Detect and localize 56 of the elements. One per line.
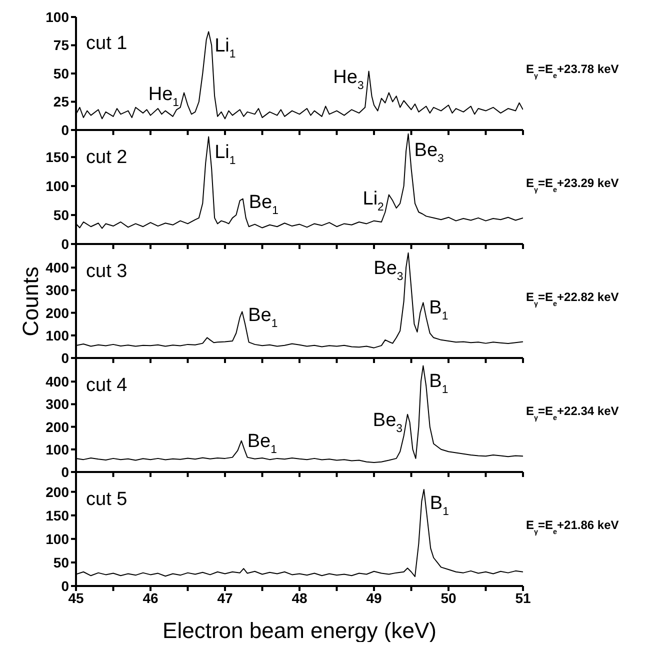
annotation: cut 3 <box>86 261 128 282</box>
y-tick-label: 0 <box>61 122 70 138</box>
y-tick-label: 0 <box>61 578 70 594</box>
y-tick-label: 75 <box>53 37 70 54</box>
x-tick-label: 51 <box>515 590 531 606</box>
y-tick-label: 100 <box>46 327 70 344</box>
annotation: He$_{1}$ <box>148 84 180 110</box>
annotation: cut 5 <box>86 489 128 510</box>
text: E$_{γ}$=E$_{e}$+22.82 keV <box>526 290 619 308</box>
y-tick-label: 0 <box>61 464 70 480</box>
text: E$_{γ}$=E$_{e}$+22.34 keV <box>526 404 619 422</box>
annotation: B$_{1}$ <box>429 298 448 323</box>
y-tick-label: 300 <box>46 396 70 412</box>
text: E$_{γ}$=E$_{e}$+23.78 keV <box>526 62 619 80</box>
y-tick-label: 200 <box>46 418 70 435</box>
annotation: cut 4 <box>86 375 128 396</box>
y-tick-label: 400 <box>46 260 70 276</box>
annotation: Be$_{1}$ <box>248 304 278 330</box>
x-tick-label: 46 <box>142 590 158 606</box>
y-tick-label: 300 <box>46 282 70 298</box>
annotation: Be$_{3}$ <box>374 258 404 283</box>
annotation: Li$_{1}$ <box>214 142 236 168</box>
y-tick-label: 200 <box>46 484 70 500</box>
y-tick-label: 25 <box>53 94 70 110</box>
x-tick-label: 48 <box>292 590 308 606</box>
x-tick-label: 50 <box>440 590 456 606</box>
y-tick-label: 50 <box>53 554 70 570</box>
x-tick-label: 45 <box>68 590 84 606</box>
annotation: Be$_{3}$ <box>414 140 444 165</box>
annotation: Li$_{2}$ <box>362 188 384 214</box>
text: E$_{γ}$=E$_{e}$+21.86 keV <box>526 518 619 536</box>
annotation: cut 2 <box>86 147 128 168</box>
annotation: Be$_{1}$ <box>248 192 278 217</box>
y-tick-label: 100 <box>46 178 70 194</box>
annotation: cut 1 <box>86 33 128 54</box>
y-tick-label: 400 <box>46 374 70 390</box>
y-tick-label: 150 <box>46 149 70 166</box>
y-tick-label: 50 <box>53 65 70 82</box>
y-tick-label: 200 <box>46 304 70 321</box>
y-tick-label: 50 <box>53 206 70 223</box>
y-tick-label: 100 <box>46 530 70 547</box>
annotation: B$_{1}$ <box>430 492 449 518</box>
x-tick-label: 47 <box>217 590 233 606</box>
y-tick-label: 100 <box>46 441 70 458</box>
y-tick-label: 150 <box>46 507 70 524</box>
annotation: Li$_{1}$ <box>214 35 236 60</box>
annotation: Be$_{3}$ <box>372 410 403 435</box>
x-tick-label: 49 <box>366 590 382 606</box>
y-tick-label: 100 <box>46 8 70 25</box>
y-axis-title: Counts <box>18 266 43 336</box>
annotation: B$_{1}$ <box>429 371 448 396</box>
y-tick-label: 0 <box>61 350 70 366</box>
text: E$_{γ}$=E$_{e}$+23.29 keV <box>526 176 619 194</box>
annotation: He$_{3}$ <box>333 66 364 92</box>
y-tick-label: 0 <box>61 236 70 252</box>
annotation: Be$_{1}$ <box>247 431 277 456</box>
